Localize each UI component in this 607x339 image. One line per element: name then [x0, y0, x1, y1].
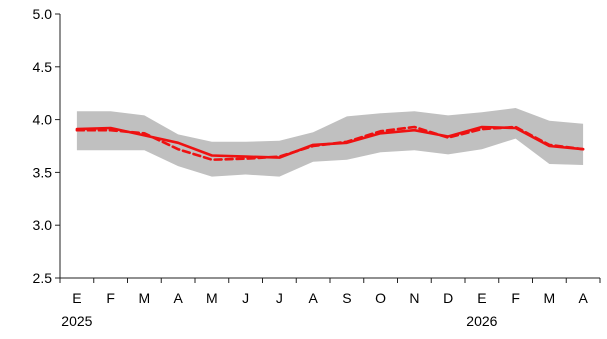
series-layer — [75, 125, 585, 161]
y-tick-label: 5.0 — [33, 6, 53, 22]
x-tick-label: M — [139, 290, 151, 306]
x-tick-label: F — [106, 290, 115, 306]
x-tick-label: J — [242, 290, 249, 306]
year-label: 2026 — [466, 313, 497, 329]
x-tick-label: D — [443, 290, 453, 306]
y-tick-label: 4.0 — [33, 112, 53, 128]
range-band — [76, 108, 584, 177]
x-tick-label: E — [477, 290, 486, 306]
x-tick-label: S — [342, 290, 351, 306]
dashed-series-line — [75, 125, 585, 161]
ticks-layer — [55, 13, 601, 283]
x-tick-label: N — [409, 290, 419, 306]
x-tick-label: E — [72, 290, 81, 306]
y-tick-label: 3.0 — [33, 217, 53, 233]
labels-layer: 2.5 3.0 3.5 4.0 4.5 5.0 E F M A M J J A S O N D E F M A 2025 20… — [33, 6, 589, 329]
y-tick-label: 4.5 — [33, 59, 53, 75]
x-tick-label: A — [173, 290, 183, 306]
y-tick-label: 3.5 — [33, 164, 53, 180]
range-band-layer — [76, 108, 584, 177]
y-tick-label: 2.5 — [33, 270, 53, 286]
x-tick-label: A — [578, 290, 588, 306]
year-label: 2025 — [61, 313, 92, 329]
x-tick-label: O — [375, 290, 386, 306]
x-tick-label: A — [308, 290, 318, 306]
x-tick-label: F — [511, 290, 520, 306]
x-tick-label: M — [206, 290, 218, 306]
x-tick-label: M — [544, 290, 556, 306]
x-tick-label: J — [276, 290, 283, 306]
